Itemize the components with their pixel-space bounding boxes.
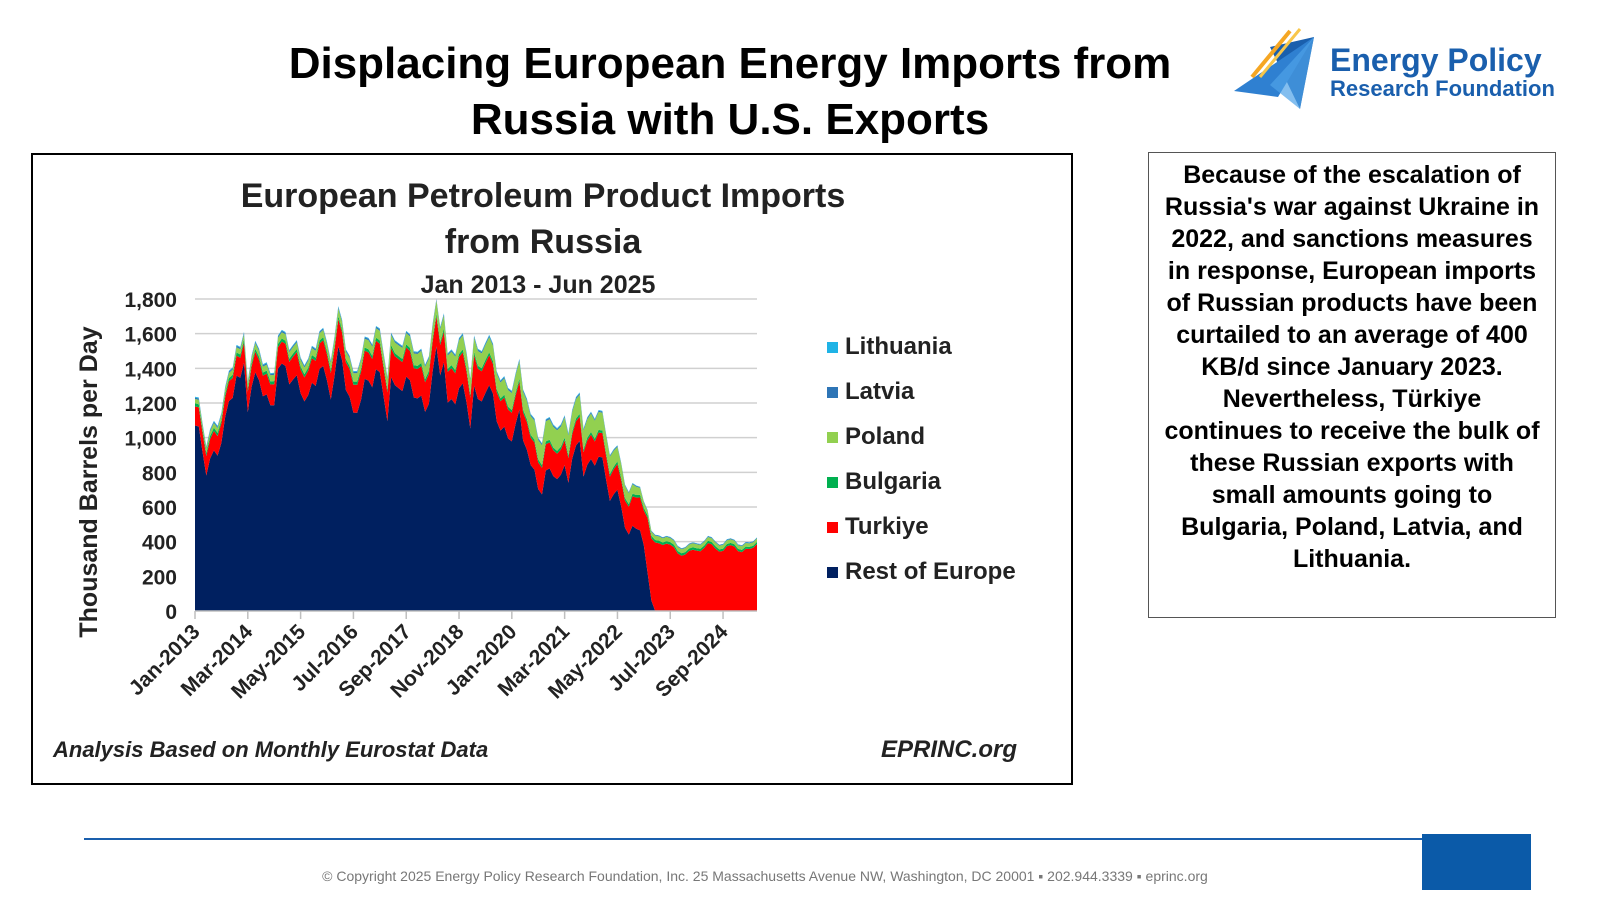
legend-swatch — [827, 432, 838, 443]
legend-swatch — [827, 522, 838, 533]
y-tick-label: 1,000 — [124, 428, 177, 451]
slide-title-line2: Russia with U.S. Exports — [470, 95, 990, 144]
legend-swatch — [827, 342, 838, 353]
y-tick-label: 400 — [142, 532, 177, 555]
y-tick-label: 1,400 — [124, 358, 177, 381]
legend-label: Latvia — [845, 378, 915, 405]
y-tick-label: 200 — [142, 566, 177, 589]
commentary-box: Because of the escalation of Russia's wa… — [1148, 152, 1556, 618]
legend-label: Turkiye — [845, 513, 929, 540]
area-poland — [195, 300, 757, 554]
source-note: Analysis Based on Monthly Eurostat Data — [52, 737, 488, 762]
eprinc-note: EPRINC.org — [881, 736, 1017, 763]
slide-title: Displacing European Energy Imports from … — [190, 36, 1270, 148]
legend-swatch — [827, 387, 838, 398]
footer-rule — [84, 838, 1424, 840]
chart-title-line1: European Petroleum Product Imports — [241, 177, 846, 215]
y-tick-label: 1,800 — [124, 289, 177, 312]
y-tick-label: 0 — [165, 601, 177, 624]
area-bulgaria — [195, 313, 757, 556]
y-axis-label: Thousand Barrels per Day — [75, 326, 103, 637]
legend-label: Lithuania — [845, 333, 952, 360]
chart-panel: European Petroleum Product Imports from … — [31, 153, 1073, 785]
area-turkiye — [195, 316, 757, 611]
commentary-text: Because of the escalation of Russia's wa… — [1164, 161, 1540, 573]
legend-swatch — [827, 567, 838, 578]
legend-label: Bulgaria — [845, 468, 942, 495]
legend-swatch — [827, 477, 838, 488]
area-series — [195, 299, 757, 611]
y-tick-label: 1,200 — [124, 393, 177, 416]
logo-line2: Research Foundation — [1330, 76, 1555, 101]
eprinc-logo: Energy Policy Research Foundation — [1230, 25, 1590, 115]
y-tick-label: 1,600 — [124, 324, 177, 347]
slide-title-line1: Displacing European Energy Imports from — [288, 39, 1172, 88]
logo-text: Energy Policy Research Foundation — [1330, 43, 1555, 101]
axes: 02004006008001,0001,2001,4001,6001,800Ja… — [124, 289, 757, 703]
legend-label: Rest of Europe — [845, 558, 1016, 585]
y-tick-label: 600 — [142, 497, 177, 520]
logo-line1: Energy Policy — [1330, 42, 1542, 78]
legend-label: Poland — [845, 423, 925, 450]
stacked-area-chart: European Petroleum Product Imports from … — [52, 177, 1017, 763]
logo-mark-icon — [1234, 28, 1314, 109]
footer-copyright: © Copyright 2025 Energy Policy Research … — [322, 868, 1208, 884]
area-rest-of-europe — [195, 346, 757, 611]
footer-box — [1422, 834, 1531, 890]
legend: Lithuania Latvia Poland Bulgaria Turkiye Rest… — [827, 333, 1016, 585]
chart-title-line2: from Russia — [445, 223, 643, 261]
y-tick-label: 800 — [142, 462, 177, 485]
chart-subtitle: Jan 2013 - Jun 2025 — [421, 271, 656, 299]
